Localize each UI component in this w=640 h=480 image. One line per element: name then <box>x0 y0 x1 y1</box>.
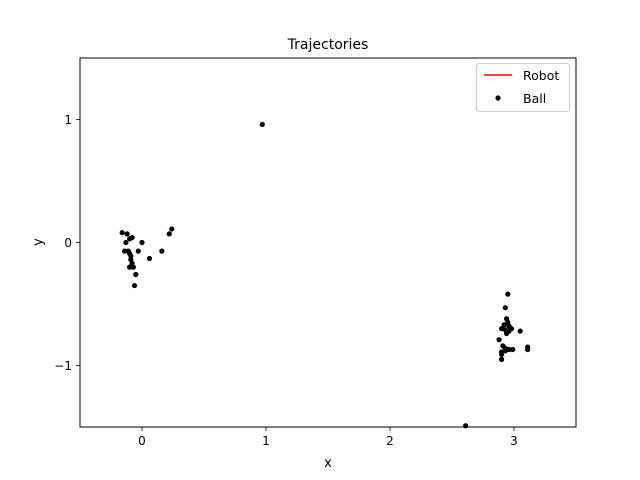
ball-point <box>159 248 165 254</box>
ball-point <box>501 322 507 328</box>
ball-point <box>506 346 512 353</box>
ball-point <box>166 231 172 237</box>
ball-point <box>169 226 175 232</box>
ball-point <box>119 230 125 236</box>
ball-point <box>130 264 136 270</box>
y-tick-label: −1 <box>54 359 72 373</box>
plot-area-frame <box>79 57 577 428</box>
ball-point <box>139 239 145 246</box>
y-tick-label: 0 <box>64 236 72 250</box>
legend-ball-swatch <box>495 95 501 101</box>
ball-point <box>146 255 153 262</box>
ball-point <box>505 291 511 297</box>
ball-point <box>499 356 505 362</box>
ball-points <box>119 121 531 429</box>
legend-robot-label: Robot <box>523 68 559 83</box>
ball-point <box>129 234 135 241</box>
ball-point <box>135 248 141 254</box>
x-axis-ticks: 0 1 2 3 <box>138 427 518 448</box>
ball-point <box>122 248 128 254</box>
ball-point <box>123 239 129 246</box>
legend: Robot Ball <box>476 63 570 112</box>
y-tick-label: 1 <box>64 113 72 127</box>
ball-point <box>131 282 138 289</box>
ball-point <box>133 271 139 278</box>
legend-ball-label: Ball <box>523 91 546 106</box>
ball-point <box>128 253 134 259</box>
chart-title: Trajectories <box>287 37 369 53</box>
y-axis-ticks: −1 0 1 <box>54 113 80 373</box>
ball-point <box>510 346 516 353</box>
ball-point <box>503 330 510 337</box>
x-tick-label: 1 <box>262 434 270 448</box>
ball-point <box>517 328 523 334</box>
x-tick-label: 3 <box>510 434 518 448</box>
ball-point <box>463 423 469 429</box>
ball-point <box>127 264 133 270</box>
x-tick-label: 2 <box>386 434 394 448</box>
x-axis-label: x <box>324 456 332 471</box>
y-axis-label: y <box>31 238 46 246</box>
ball-point <box>502 305 508 311</box>
ball-point <box>496 337 502 343</box>
ball-point <box>499 351 505 358</box>
ball-point <box>525 346 531 353</box>
ball-point <box>259 121 265 128</box>
x-tick-label: 0 <box>138 434 146 448</box>
ball-point <box>124 231 130 237</box>
